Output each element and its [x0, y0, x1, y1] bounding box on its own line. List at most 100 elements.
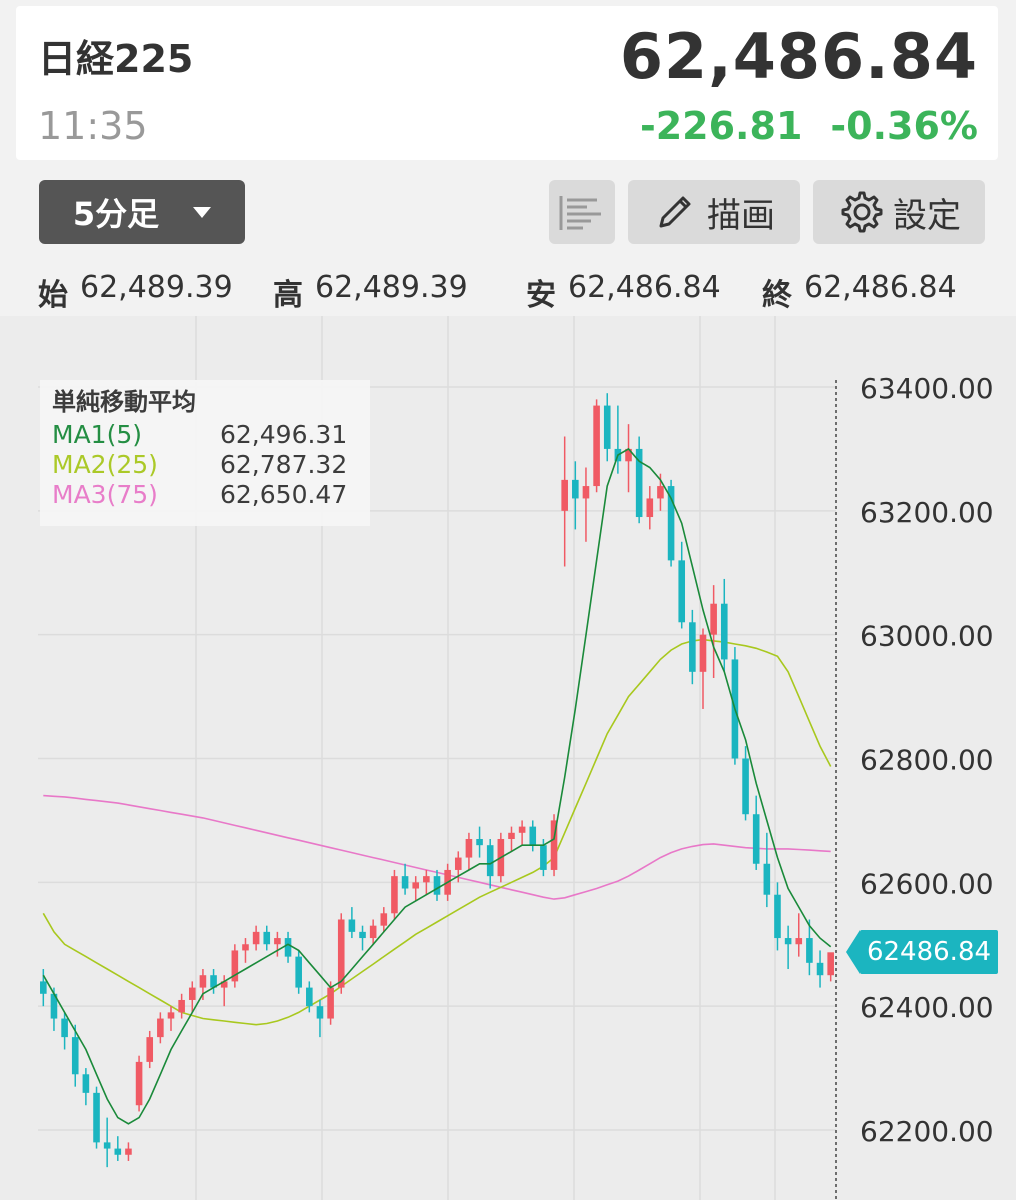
- candle-body: [146, 1037, 154, 1062]
- candle-body: [93, 1092, 100, 1143]
- candle-body: [114, 1148, 122, 1155]
- legend-row-ma2: MA2(25) 62,787.32: [52, 450, 362, 479]
- close-value: 62,486.84: [804, 270, 957, 305]
- candle-body: [486, 845, 494, 877]
- candle-body: [508, 832, 515, 839]
- ma2-line: [42, 638, 832, 1026]
- settings-label: 設定: [893, 195, 961, 236]
- candle-body: [263, 931, 271, 945]
- candle-body: [369, 925, 377, 939]
- draw-button[interactable]: 描画: [628, 180, 800, 244]
- ma1-line: [42, 447, 832, 1125]
- candle-body: [295, 956, 302, 988]
- candle-body: [274, 938, 281, 945]
- candle-body: [178, 999, 185, 1013]
- index-price: 62,486.84: [619, 20, 978, 93]
- candle-body: [561, 479, 568, 511]
- candle-body: [752, 814, 760, 864]
- open-value: 62,489.39: [80, 270, 233, 305]
- y-tick-label: 62600.00: [860, 867, 994, 900]
- draw-label: 描画: [707, 195, 775, 236]
- y-tick-label: 63200.00: [860, 496, 994, 529]
- candle-body: [806, 938, 813, 963]
- candle-body: [550, 820, 558, 870]
- candle-body: [795, 938, 803, 945]
- candle-body: [391, 876, 398, 914]
- candle-body: [210, 975, 217, 988]
- quote-time: 11:35: [38, 104, 148, 148]
- candle-body: [454, 857, 462, 870]
- candle-body: [284, 938, 292, 957]
- candle-body: [167, 1012, 175, 1019]
- candle-body: [582, 486, 590, 499]
- y-tick-label: 63400.00: [860, 372, 994, 405]
- change-value: -226.81: [639, 104, 803, 148]
- candle-body: [242, 944, 249, 951]
- candle-body: [603, 405, 611, 449]
- ma1-value: 62,496.31: [220, 420, 348, 449]
- candle-body: [540, 845, 547, 870]
- ma2-value: 62,787.32: [220, 450, 348, 479]
- candle-body: [380, 913, 388, 926]
- ma2-label: MA2(25): [52, 450, 158, 479]
- candle-body: [188, 987, 196, 1000]
- ma3-label: MA3(75): [52, 480, 158, 509]
- high-value: 62,489.39: [315, 270, 468, 305]
- y-tick-label: 62400.00: [860, 991, 994, 1024]
- candle-body: [667, 486, 675, 561]
- candle-body: [306, 987, 313, 1007]
- candle-body: [50, 993, 58, 1019]
- candle-body: [465, 838, 473, 858]
- timeframe-label: 5分足: [72, 195, 160, 233]
- caret-down-icon: [193, 206, 212, 218]
- high-label: 高: [273, 278, 303, 313]
- ohlc-readout: 始 62,489.39 高 62,489.39 安 62,486.84 終 62…: [38, 270, 998, 314]
- candle-body: [657, 486, 664, 499]
- candle-body: [401, 876, 409, 889]
- quote-header: [16, 6, 998, 160]
- chart-toolbar: 5分足 描画 設定: [0, 172, 1016, 252]
- candle-body: [476, 838, 483, 846]
- candle-body: [157, 1018, 164, 1038]
- y-tick-label: 62800.00: [860, 744, 994, 777]
- list-icon: [559, 196, 601, 230]
- candle-body: [816, 962, 824, 976]
- last-price-value: 62486.84: [860, 930, 998, 974]
- gear-icon: [841, 191, 883, 233]
- timeframe-select[interactable]: 5分足: [39, 180, 245, 244]
- candle-body: [710, 603, 717, 635]
- candle-body: [529, 826, 537, 846]
- candle-body: [316, 1006, 324, 1019]
- change-percent: -0.36%: [830, 104, 978, 148]
- candle-body: [135, 1061, 143, 1106]
- candle-body: [423, 876, 430, 883]
- index-name: 日経225: [38, 37, 194, 81]
- y-tick-label: 63000.00: [860, 620, 994, 653]
- list-view-button[interactable]: [549, 180, 615, 244]
- y-tick-label: 62200.00: [860, 1115, 994, 1148]
- candle-body: [635, 448, 643, 518]
- candle-body: [827, 952, 834, 976]
- candle-body: [774, 894, 781, 939]
- candle-body: [103, 1142, 111, 1149]
- candle-body: [359, 931, 366, 939]
- candle-body: [412, 882, 420, 889]
- candle-body: [337, 919, 345, 988]
- candle-body: [678, 560, 686, 623]
- candle-body: [572, 479, 579, 499]
- price-change: -226.81 -0.36%: [640, 104, 978, 148]
- settings-button[interactable]: 設定: [813, 180, 985, 244]
- ma3-value: 62,650.47: [220, 480, 348, 509]
- candle-body: [720, 603, 728, 660]
- candle-body: [231, 950, 239, 982]
- candle-body: [646, 498, 654, 518]
- close-label: 終: [762, 278, 792, 313]
- candle-body: [71, 1037, 79, 1075]
- candle-body: [625, 448, 632, 462]
- candle-body: [40, 981, 47, 994]
- candle-body: [252, 931, 260, 945]
- candle-body: [82, 1074, 90, 1093]
- low-label: 安: [526, 278, 556, 313]
- ma1-label: MA1(5): [52, 420, 142, 449]
